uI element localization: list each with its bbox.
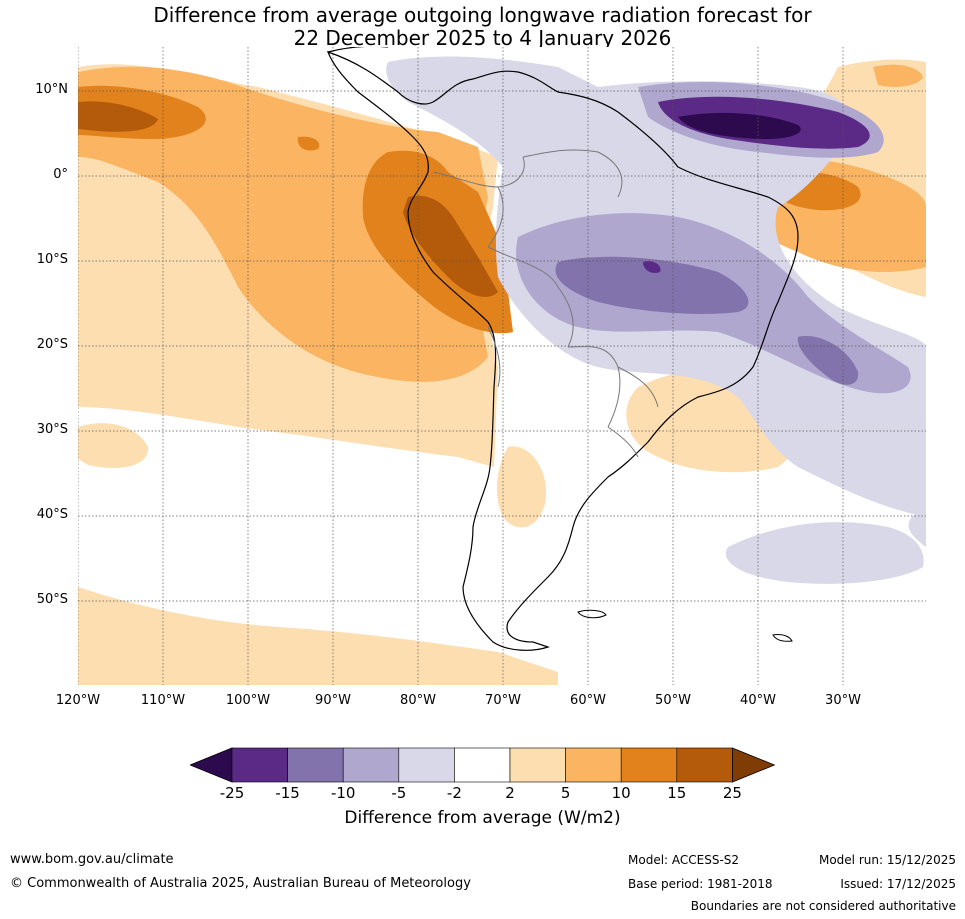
anomaly-map (78, 47, 926, 685)
legend-bin-0 (231, 747, 288, 783)
south-georgia (772, 634, 793, 642)
anomaly-positive-extreme (78, 101, 498, 297)
anomaly-negative-extreme (643, 112, 801, 273)
falkland-islands (577, 609, 607, 619)
legend-tick-4: -2 (446, 784, 462, 802)
lon-label-60w: 60°W (570, 693, 606, 708)
lat-label-30s: 30°S (36, 422, 68, 437)
lon-label-50w: 50°W (655, 693, 691, 708)
lon-label-30w: 30°W (825, 693, 861, 708)
lat-label-10n: 10°N (35, 82, 68, 97)
lat-label-10s: 10°S (36, 252, 68, 267)
lon-label-70w: 70°W (485, 693, 521, 708)
legend-tick-6: 5 (560, 784, 571, 802)
issued-date: Issued: 17/12/2025 (840, 877, 956, 891)
lat-label-0: 0° (53, 167, 68, 182)
model-run-date: Model run: 15/12/2025 (818, 853, 956, 867)
model-name: Model: ACCESS-S2 (628, 853, 740, 867)
title-line-2: 22 December 2025 to 4 January 2026 (293, 26, 672, 50)
lat-label-50s: 50°S (36, 592, 68, 607)
legend-bin-6 (565, 747, 622, 783)
legend-bin-5 (509, 747, 566, 783)
legend-tick-7: 10 (611, 784, 631, 802)
lon-label-100w: 100°W (225, 693, 271, 708)
legend-tick-5: 2 (505, 784, 515, 802)
copyright-text: © Commonwealth of Australia 2025, Austra… (10, 876, 471, 891)
lat-label-20s: 20°S (36, 337, 68, 352)
legend-tick-0: -25 (219, 784, 245, 802)
central-america-coastline (327, 47, 388, 53)
legend-bin-1 (287, 747, 344, 783)
map-title: Difference from average outgoing longwav… (0, 4, 965, 50)
base-period: Base period: 1981-2018 (628, 877, 773, 891)
lon-label-120w: 120°W (55, 693, 101, 708)
legend-bin-7 (620, 747, 678, 783)
legend-bin-4 (454, 747, 511, 783)
lon-label-40w: 40°W (740, 693, 776, 708)
lon-label-80w: 80°W (400, 693, 436, 708)
south-america-coastline (326, 51, 799, 651)
lon-label-110w: 110°W (140, 693, 186, 708)
legend-tick-3: -5 (391, 784, 407, 802)
legend-bin-8 (676, 747, 733, 783)
legend-arrow-max (732, 747, 776, 783)
legend-tick-9: 25 (722, 784, 742, 802)
legend-tick-1: -15 (275, 784, 300, 802)
legend-tick-2: -10 (330, 784, 356, 802)
legend-tick-8: 15 (667, 784, 687, 802)
map-area (78, 47, 926, 685)
graticule (78, 47, 926, 685)
boundary-disclaimer: Boundaries are not considered authoritat… (690, 899, 956, 913)
legend-bin-3 (398, 747, 455, 783)
website-link[interactable]: www.bom.gov.au/climate (10, 852, 174, 867)
color-legend (190, 747, 776, 783)
lon-label-90w: 90°W (315, 693, 351, 708)
legend-bin-2 (342, 747, 400, 783)
legend-arrow-min (190, 747, 233, 783)
title-line-1: Difference from average outgoing longwav… (153, 3, 812, 27)
legend-title: Difference from average (W/m2) (344, 808, 621, 828)
country-borders (432, 149, 659, 458)
lat-label-40s: 40°S (36, 507, 68, 522)
